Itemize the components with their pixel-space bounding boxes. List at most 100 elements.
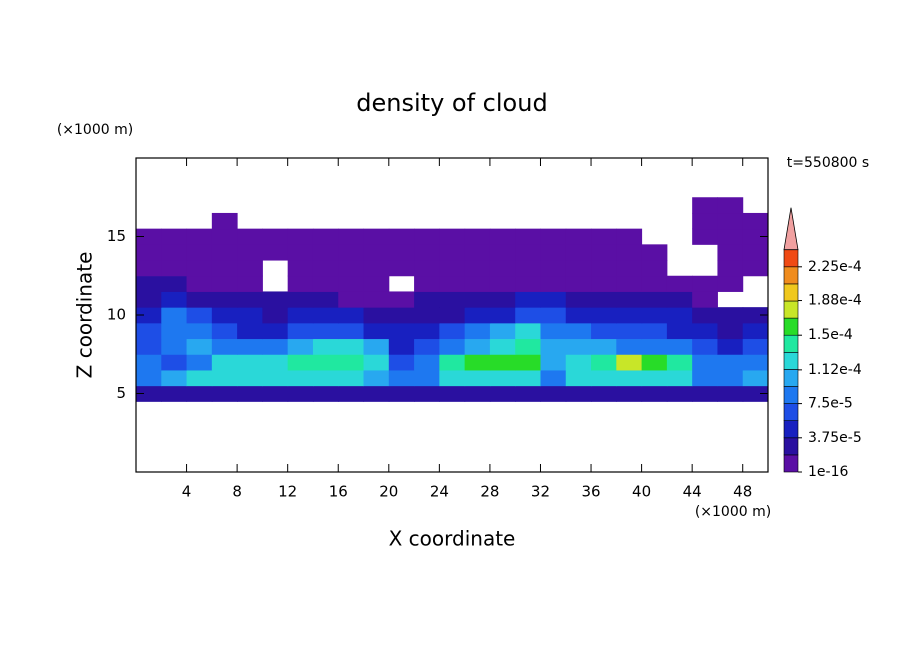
contour-cell [338, 244, 365, 261]
contour-cell [211, 212, 238, 230]
contour-cell [616, 369, 643, 387]
contour-cell [388, 354, 415, 371]
contour-cell [692, 307, 718, 324]
contour-cell [439, 244, 466, 261]
contour-cell [136, 322, 162, 340]
colorbar-box [783, 300, 799, 319]
contour-cell [515, 369, 541, 387]
contour-cell [388, 244, 415, 261]
contour-cell [161, 354, 188, 371]
contour-cell [287, 369, 314, 387]
contour-cell [186, 244, 213, 261]
contour-cell [540, 291, 567, 308]
contour-cell [464, 354, 491, 371]
contour-cell [464, 322, 491, 340]
contour-cell [186, 385, 213, 402]
contour-cell [211, 369, 238, 387]
contour-cell [717, 212, 744, 230]
contour-cell [338, 275, 365, 292]
contour-cell [237, 260, 263, 277]
colorbar-box [783, 369, 799, 387]
colorbar-box [783, 317, 799, 336]
contour-cell [540, 260, 567, 277]
colorbar-box [783, 266, 799, 285]
contour-cell [237, 275, 263, 292]
contour-cell [666, 307, 693, 324]
contour-cell [388, 260, 415, 277]
contour-cell [414, 338, 440, 355]
contour-cell [692, 212, 718, 230]
contour-cell [338, 291, 365, 308]
contour-cell [464, 244, 491, 261]
contour-cell [363, 275, 390, 292]
contour-cell [388, 369, 415, 387]
contour-cell [489, 228, 516, 245]
contour-cell [211, 291, 238, 308]
contour-cell [439, 291, 466, 308]
colorbar-box [783, 334, 799, 353]
contour-cell [237, 385, 263, 402]
contour-cell [439, 260, 466, 277]
contour-cell [211, 260, 238, 277]
time-label: t=550800 s [787, 155, 869, 171]
contour-cell [540, 228, 567, 245]
contour-cell [464, 260, 491, 277]
contour-cell [641, 260, 668, 277]
contour-cell [312, 322, 339, 340]
contour-cell [616, 385, 643, 402]
x-axis-label: X coordinate [389, 527, 516, 551]
contour-cell [136, 228, 162, 245]
contour-cell [565, 338, 592, 355]
contour-cell [616, 228, 643, 245]
contour-cell [287, 275, 314, 292]
contour-cell [464, 275, 491, 292]
contour-cell [742, 354, 769, 371]
contour-cell [262, 244, 289, 261]
contour-cell [186, 291, 213, 308]
contour-cell [742, 212, 769, 230]
contour-cell [439, 385, 466, 402]
contour-cell [641, 369, 668, 387]
colorbar-box [783, 420, 799, 439]
contour-cell [692, 322, 718, 340]
contour-cell [287, 260, 314, 277]
contour-cell [414, 275, 440, 292]
contour-cell [161, 307, 188, 324]
y-tick-label: 5 [116, 384, 126, 402]
contour-cell [565, 385, 592, 402]
contour-cell [692, 275, 718, 292]
contour-cell [211, 338, 238, 355]
contour-cell [515, 260, 541, 277]
contour-cell [616, 307, 643, 324]
colorbar-tick-label: 7.5e-5 [808, 396, 853, 412]
contour-cell [161, 228, 188, 245]
contour-cell [641, 385, 668, 402]
contour-cell [211, 385, 238, 402]
contour-cell [591, 307, 617, 324]
contour-cell [363, 338, 390, 355]
contour-cell [136, 369, 162, 387]
contour-cell [414, 291, 440, 308]
contour-cell [540, 338, 567, 355]
contour-cell [388, 228, 415, 245]
contour-cell [161, 260, 188, 277]
contour-cell [262, 228, 289, 245]
contour-cell [338, 228, 365, 245]
contour-cell [136, 307, 162, 324]
contour-cell [742, 369, 769, 387]
contour-cell [641, 291, 668, 308]
contour-cell [717, 275, 744, 292]
chart-title: density of cloud [356, 89, 547, 117]
contour-cell [540, 354, 567, 371]
contour-cell [489, 385, 516, 402]
contour-cell [717, 260, 744, 277]
contour-cell [363, 354, 390, 371]
contour-cell [338, 260, 365, 277]
contour-cell [489, 275, 516, 292]
contour-cell [540, 385, 567, 402]
colorbar-tick-label: 1.5e-4 [808, 327, 853, 343]
x-tick-label: 36 [581, 483, 600, 501]
contour-cell [515, 322, 541, 340]
